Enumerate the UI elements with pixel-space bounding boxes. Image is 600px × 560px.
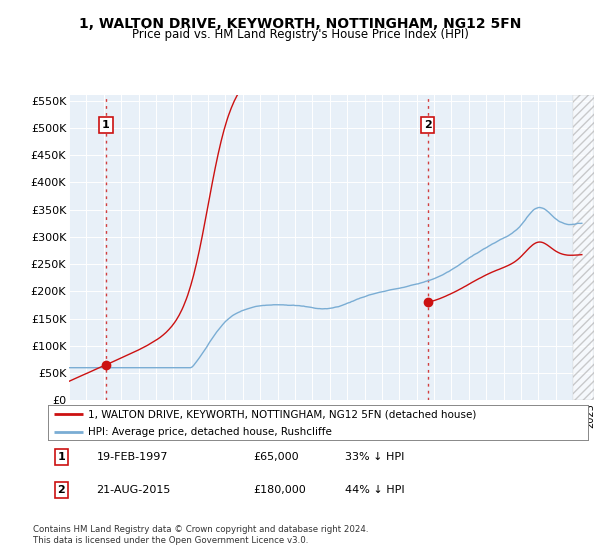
Text: 2: 2 xyxy=(424,120,431,130)
Text: 1, WALTON DRIVE, KEYWORTH, NOTTINGHAM, NG12 5FN (detached house): 1, WALTON DRIVE, KEYWORTH, NOTTINGHAM, N… xyxy=(89,409,477,419)
Text: 1: 1 xyxy=(102,120,110,130)
Text: £65,000: £65,000 xyxy=(253,452,299,463)
Text: 1, WALTON DRIVE, KEYWORTH, NOTTINGHAM, NG12 5FN: 1, WALTON DRIVE, KEYWORTH, NOTTINGHAM, N… xyxy=(79,17,521,31)
Text: 19-FEB-1997: 19-FEB-1997 xyxy=(97,452,168,463)
Text: Contains HM Land Registry data © Crown copyright and database right 2024.
This d: Contains HM Land Registry data © Crown c… xyxy=(33,525,368,545)
Text: £180,000: £180,000 xyxy=(253,485,306,495)
Bar xyxy=(573,95,594,400)
Text: HPI: Average price, detached house, Rushcliffe: HPI: Average price, detached house, Rush… xyxy=(89,427,332,437)
Text: 21-AUG-2015: 21-AUG-2015 xyxy=(97,485,171,495)
Text: 33% ↓ HPI: 33% ↓ HPI xyxy=(345,452,404,463)
Text: Price paid vs. HM Land Registry's House Price Index (HPI): Price paid vs. HM Land Registry's House … xyxy=(131,28,469,41)
Bar xyxy=(573,95,594,400)
Text: 1: 1 xyxy=(58,452,65,463)
Text: 2: 2 xyxy=(58,485,65,495)
Text: 44% ↓ HPI: 44% ↓ HPI xyxy=(345,485,404,495)
